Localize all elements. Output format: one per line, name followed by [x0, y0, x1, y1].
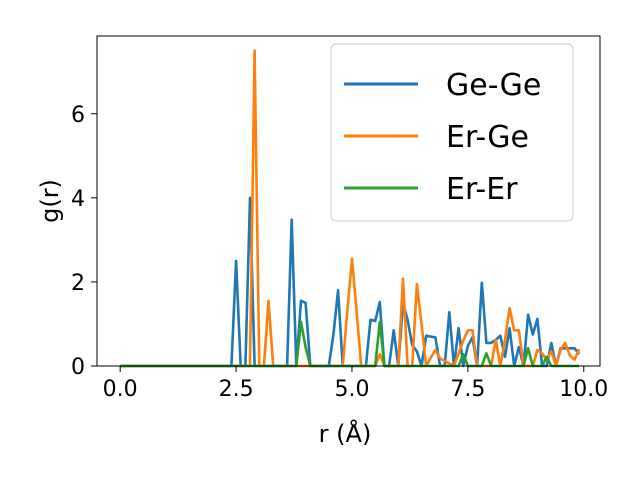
plot-frame: [96, 35, 601, 367]
legend-label-er-ge: Er-Ge: [446, 120, 529, 155]
y-axis-label: g(r): [36, 179, 64, 223]
legend: Ge-Ge Er-Ge Er-Er: [330, 43, 574, 222]
legend-label-er-er: Er-Er: [446, 172, 518, 207]
y-tick-label: 4: [71, 187, 85, 212]
x-tick-label: 10.0: [559, 377, 608, 402]
legend-box: [330, 43, 574, 222]
x-axis-label: r (Å): [319, 419, 372, 448]
y-tick-label: 0: [71, 355, 85, 380]
y-tick-label: 6: [71, 103, 85, 128]
legend-label-ge-ge: Ge-Ge: [446, 68, 541, 103]
y-tick-label: 2: [71, 271, 85, 296]
x-tick-label: 5.0: [334, 377, 369, 402]
x-tick-label: 2.5: [219, 377, 254, 402]
x-tick-label: 7.5: [450, 377, 485, 402]
series-line-ge-ge: [120, 196, 581, 368]
x-tick-label: 0.0: [103, 377, 138, 402]
y-axis-ticks: 0 2 4 6: [71, 103, 97, 380]
x-axis-ticks: 0.0 2.5 5.0 7.5 10.0: [103, 366, 608, 402]
